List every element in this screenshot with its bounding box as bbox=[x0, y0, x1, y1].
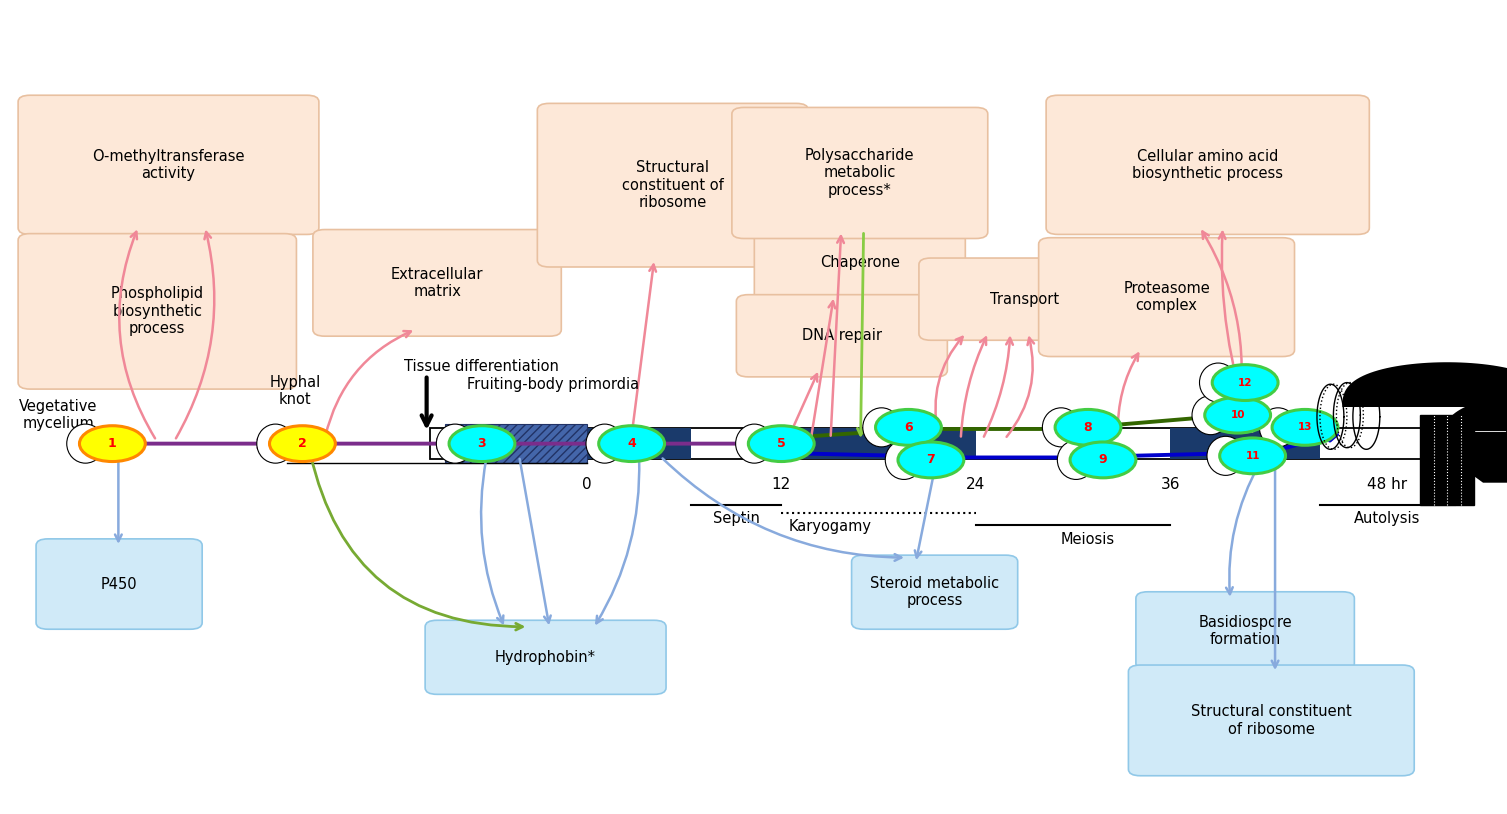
Bar bbox=[781, 428, 977, 459]
Ellipse shape bbox=[1192, 396, 1230, 435]
Bar bbox=[429, 428, 1507, 459]
Ellipse shape bbox=[1043, 408, 1081, 447]
Text: 12: 12 bbox=[1237, 378, 1252, 387]
Text: 1: 1 bbox=[109, 437, 116, 450]
Circle shape bbox=[749, 426, 814, 462]
Text: Phospholipid
biosynthetic
process: Phospholipid biosynthetic process bbox=[110, 287, 203, 336]
FancyBboxPatch shape bbox=[18, 95, 319, 234]
Ellipse shape bbox=[885, 440, 922, 479]
Text: Steroid metabolic
process: Steroid metabolic process bbox=[870, 576, 999, 608]
FancyBboxPatch shape bbox=[755, 221, 966, 304]
Text: Basidiospore
formation: Basidiospore formation bbox=[1198, 615, 1291, 647]
FancyBboxPatch shape bbox=[919, 258, 1130, 340]
Circle shape bbox=[449, 426, 515, 462]
Text: 11: 11 bbox=[1245, 451, 1260, 461]
FancyBboxPatch shape bbox=[732, 107, 987, 239]
Circle shape bbox=[1055, 409, 1121, 445]
Bar bbox=[586, 428, 692, 459]
Ellipse shape bbox=[66, 424, 104, 463]
Text: Septin: Septin bbox=[713, 511, 760, 526]
Ellipse shape bbox=[437, 424, 473, 463]
Circle shape bbox=[270, 426, 336, 462]
Text: 13: 13 bbox=[1298, 422, 1313, 432]
Text: 10: 10 bbox=[1230, 410, 1245, 420]
Text: Structural
constituent of
ribosome: Structural constituent of ribosome bbox=[622, 160, 723, 210]
Circle shape bbox=[1272, 409, 1338, 445]
Text: Polysaccharide
metabolic
process*: Polysaccharide metabolic process* bbox=[805, 148, 915, 198]
FancyBboxPatch shape bbox=[1136, 592, 1355, 670]
Text: Meiosis: Meiosis bbox=[1061, 532, 1115, 546]
Circle shape bbox=[1219, 438, 1285, 474]
Circle shape bbox=[898, 442, 964, 478]
Text: Structural constituent
of ribosome: Structural constituent of ribosome bbox=[1191, 704, 1352, 737]
Circle shape bbox=[80, 426, 145, 462]
Ellipse shape bbox=[586, 424, 624, 463]
Text: Hydrophobin*: Hydrophobin* bbox=[496, 650, 597, 665]
Text: 36: 36 bbox=[1160, 477, 1180, 492]
Text: 48 hr: 48 hr bbox=[1367, 477, 1408, 492]
Ellipse shape bbox=[1207, 436, 1245, 475]
Text: Cellular amino acid
biosynthetic process: Cellular amino acid biosynthetic process bbox=[1132, 149, 1284, 181]
FancyBboxPatch shape bbox=[425, 620, 666, 694]
Text: Autolysis: Autolysis bbox=[1355, 511, 1421, 526]
FancyBboxPatch shape bbox=[737, 295, 948, 377]
Text: Tissue differentiation: Tissue differentiation bbox=[404, 360, 559, 374]
Circle shape bbox=[598, 426, 665, 462]
Circle shape bbox=[1204, 397, 1270, 433]
Text: 4: 4 bbox=[627, 437, 636, 450]
Text: DNA repair: DNA repair bbox=[802, 328, 882, 344]
Text: Chaperone: Chaperone bbox=[820, 255, 900, 270]
Text: Vegetative
mycelium: Vegetative mycelium bbox=[20, 399, 98, 431]
Text: 5: 5 bbox=[778, 437, 785, 450]
Text: 6: 6 bbox=[904, 421, 913, 434]
Text: Fruiting-body primordia: Fruiting-body primordia bbox=[467, 378, 639, 392]
Text: P450: P450 bbox=[101, 576, 137, 592]
Text: 7: 7 bbox=[927, 453, 936, 466]
Text: 12: 12 bbox=[772, 477, 791, 492]
Ellipse shape bbox=[1260, 408, 1296, 447]
Circle shape bbox=[1070, 442, 1136, 478]
Text: 3: 3 bbox=[478, 437, 487, 450]
FancyBboxPatch shape bbox=[1129, 665, 1414, 776]
FancyBboxPatch shape bbox=[36, 539, 202, 629]
Ellipse shape bbox=[864, 408, 900, 447]
Text: Hyphal
knot: Hyphal knot bbox=[270, 374, 321, 407]
Ellipse shape bbox=[1200, 363, 1237, 402]
Text: 9: 9 bbox=[1099, 453, 1108, 466]
FancyBboxPatch shape bbox=[538, 103, 808, 267]
Text: Extracellular
matrix: Extracellular matrix bbox=[390, 267, 484, 299]
Text: 24: 24 bbox=[966, 477, 986, 492]
Text: Karyogamy: Karyogamy bbox=[788, 519, 871, 534]
Text: 0: 0 bbox=[582, 477, 592, 492]
Ellipse shape bbox=[1058, 440, 1094, 479]
FancyBboxPatch shape bbox=[1046, 95, 1370, 234]
Ellipse shape bbox=[256, 424, 294, 463]
Bar bbox=[1171, 428, 1320, 459]
Circle shape bbox=[1212, 365, 1278, 400]
Circle shape bbox=[876, 409, 942, 445]
Polygon shape bbox=[1444, 397, 1507, 483]
Text: 2: 2 bbox=[298, 437, 307, 450]
FancyBboxPatch shape bbox=[313, 230, 561, 336]
FancyBboxPatch shape bbox=[1038, 238, 1295, 357]
Polygon shape bbox=[1343, 362, 1507, 407]
FancyBboxPatch shape bbox=[18, 234, 297, 389]
Bar bbox=[1420, 415, 1474, 505]
Text: Transport: Transport bbox=[990, 291, 1059, 307]
Bar bbox=[445, 424, 586, 463]
FancyBboxPatch shape bbox=[851, 555, 1017, 629]
Text: Proteasome
complex: Proteasome complex bbox=[1123, 281, 1210, 313]
Ellipse shape bbox=[735, 424, 773, 463]
Text: O-methyltransferase
activity: O-methyltransferase activity bbox=[92, 149, 244, 181]
Text: 8: 8 bbox=[1084, 421, 1093, 434]
